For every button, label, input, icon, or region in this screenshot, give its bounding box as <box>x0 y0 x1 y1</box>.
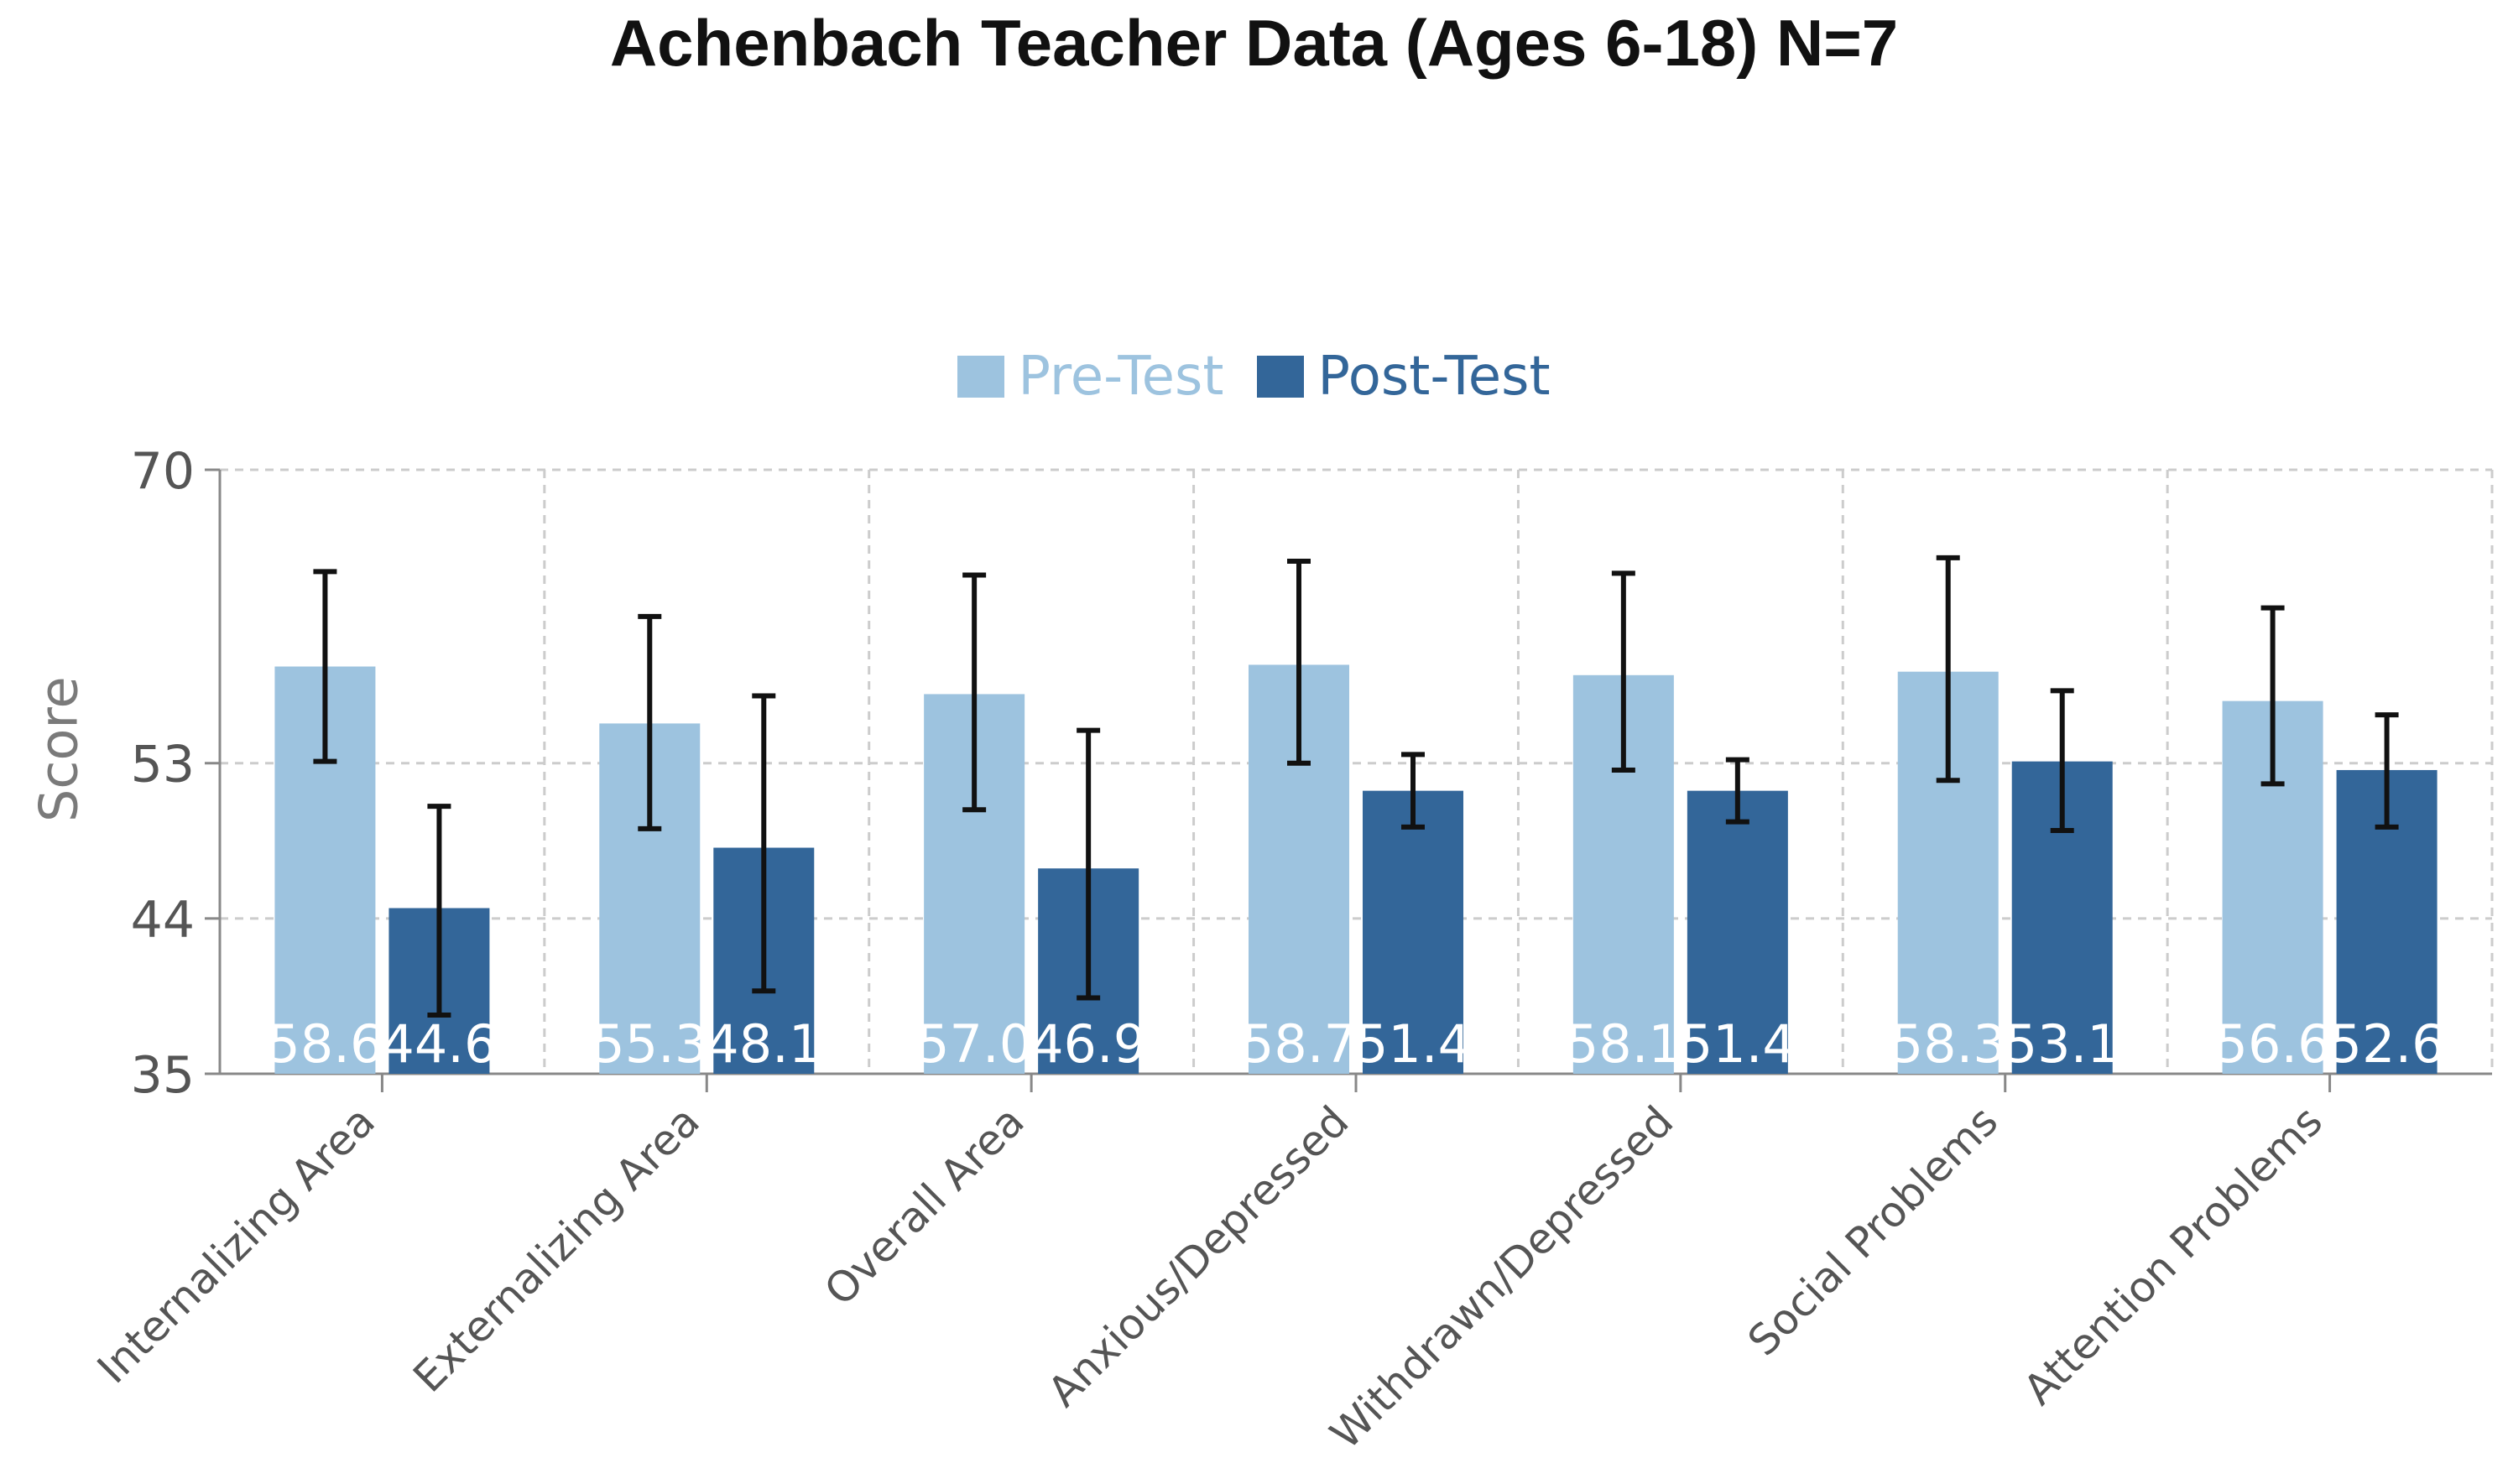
legend-swatch-post-test <box>1257 356 1305 398</box>
data-label-post-test: 48.1 <box>706 1013 821 1075</box>
data-label-post-test: 44.6 <box>381 1013 497 1075</box>
data-label-pre-test: 58.6 <box>267 1013 383 1075</box>
bar-post-test[interactable] <box>1363 790 1463 1074</box>
legend-item-pre-test[interactable]: Pre-Test <box>957 346 1223 408</box>
data-label-pre-test: 57.0 <box>916 1013 1032 1075</box>
data-label-post-test: 51.4 <box>1680 1013 1796 1075</box>
x-tick-label: Attention Problems <box>2015 1096 2332 1414</box>
legend-label-post-test: Post-Test <box>1317 346 1551 408</box>
y-tick-label: 44 <box>131 891 195 950</box>
bar-post-test[interactable] <box>1687 790 1788 1074</box>
data-label-post-test: 46.9 <box>1030 1013 1146 1075</box>
x-tick-label: Social Problems <box>1739 1096 2007 1365</box>
x-tick-label: Overall Area <box>816 1096 1034 1315</box>
data-label-post-test: 52.6 <box>2329 1013 2445 1075</box>
legend-swatch-pre-test <box>957 356 1005 398</box>
x-tick-label: Internalizing Area <box>88 1096 384 1393</box>
data-label-post-test: 53.1 <box>2005 1013 2120 1075</box>
legend: Pre-Test Post-Test <box>0 346 2508 408</box>
legend-item-post-test[interactable]: Post-Test <box>1257 346 1551 408</box>
data-label-pre-test: 55.3 <box>592 1013 707 1075</box>
x-tick-label: Externalizing Area <box>404 1096 708 1401</box>
legend-label-pre-test: Pre-Test <box>1018 346 1224 408</box>
data-label-pre-test: 58.3 <box>1890 1013 2006 1075</box>
data-label-post-test: 51.4 <box>1355 1013 1471 1075</box>
y-tick-label: 35 <box>131 1046 195 1105</box>
data-label-pre-test: 56.6 <box>2215 1013 2331 1075</box>
chart-title: Achenbach Teacher Data (Ages 6-18) N=7 <box>609 6 1899 80</box>
x-tick-label: Withdrawn/Depressed <box>1321 1096 1682 1458</box>
y-tick-label: 70 <box>131 442 195 501</box>
data-label-pre-test: 58.7 <box>1241 1013 1357 1075</box>
y-tick-label: 53 <box>131 736 195 794</box>
data-label-pre-test: 58.1 <box>1566 1013 1682 1075</box>
x-tick-label: Anxious/Depressed <box>1039 1096 1358 1416</box>
